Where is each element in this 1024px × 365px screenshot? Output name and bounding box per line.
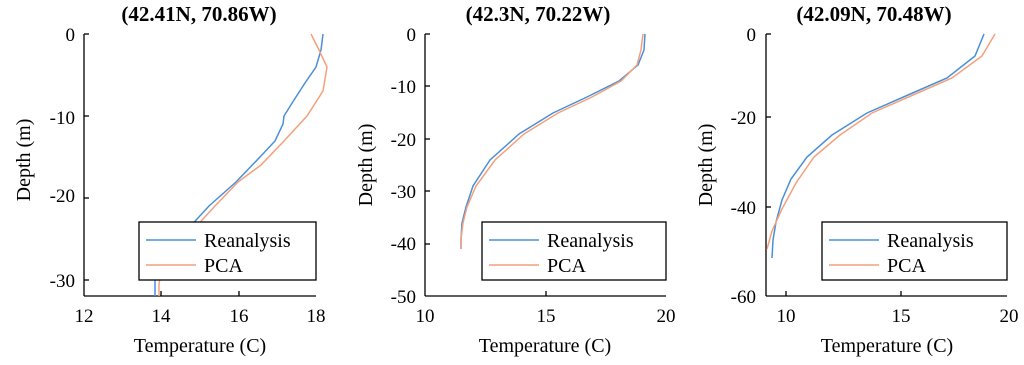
- panel-2-ytick-label: -20: [391, 130, 416, 151]
- panel-3-yaxis: Depth (m) 0 -20 -40 -60: [695, 25, 756, 308]
- panel-2-xlabel: Temperature (C): [479, 335, 611, 357]
- panel-1-title: (42.41N, 70.86W): [121, 2, 276, 26]
- panel-1-xaxis: 12 14 16 18 Temperature (C): [75, 306, 326, 357]
- panel-3-ytick-label: -20: [731, 108, 756, 129]
- panel-1-ytick-label: 0: [66, 25, 76, 46]
- panel-1-xtick-label: 12: [75, 306, 94, 327]
- panel-2-yaxis: Depth (m) 0 -10 -20 -30 -40 -50: [355, 25, 416, 308]
- panel-1-plot: Reanalysis PCA: [83, 33, 328, 297]
- panel-2-ylabel: Depth (m): [355, 124, 377, 207]
- panel-2: (42.3N, 70.22W) Depth (m) 0 -10 -20 -30 …: [355, 2, 676, 357]
- panel-1: (42.41N, 70.86W) Depth (m) 0 -10 -20 -30…: [13, 2, 328, 357]
- panel-3-legend: Reanalysis PCA: [821, 221, 1008, 281]
- panel-3-series-pca: [766, 33, 996, 250]
- panel-3-xtick-label: 15: [892, 306, 911, 327]
- panel-1-ylabel: Depth (m): [13, 119, 35, 202]
- panel-1-yaxis: Depth (m) 0 -10 -20 -30: [13, 25, 75, 292]
- panel-2-xtick-label: 15: [537, 306, 556, 327]
- panel-1-legend-label-pca: PCA: [204, 255, 243, 277]
- panel-3-xaxis: 10 15 20 Temperature (C): [777, 306, 1019, 357]
- panel-1-legend: Reanalysis PCA: [138, 221, 317, 281]
- panel-3-ytick-label: -40: [731, 198, 756, 219]
- panel-2-ytick-label: -40: [391, 234, 416, 255]
- panel-3-legend-box: [821, 221, 1008, 281]
- panel-3-legend-label-reanalysis: Reanalysis: [887, 230, 974, 252]
- panel-2-legend-label-reanalysis: Reanalysis: [547, 230, 634, 252]
- panel-2-xtick-label: 10: [416, 306, 435, 327]
- panel-2-title: (42.3N, 70.22W): [466, 2, 611, 26]
- panel-1-legend-box: [138, 221, 317, 281]
- panel-2-series-reanalysis: [460, 33, 646, 249]
- panel-2-legend-box: [481, 221, 667, 281]
- panel-3-xlabel: Temperature (C): [821, 335, 953, 357]
- panel-3-title: (42.09N, 70.48W): [796, 2, 951, 26]
- panel-1-ytick-label: -20: [50, 186, 75, 207]
- panel-2-series-pca: [460, 33, 644, 249]
- panel-1-xtick-label: 18: [307, 306, 326, 327]
- panel-3-plot: Reanalysis PCA: [765, 33, 1008, 297]
- panel-1-ytick-label: -30: [50, 271, 75, 292]
- panel-2-ytick-label: -50: [391, 287, 416, 308]
- panel-1-legend-label-reanalysis: Reanalysis: [204, 230, 291, 252]
- panel-3: (42.09N, 70.48W) Depth (m) 0 -20 -40 -60…: [695, 2, 1019, 357]
- panel-2-ytick-label: 0: [407, 25, 417, 46]
- panel-3-ytick-label: -60: [731, 287, 756, 308]
- panel-1-xtick-label: 16: [230, 306, 249, 327]
- panel-2-legend-label-pca: PCA: [547, 255, 586, 277]
- panel-2-ytick-label: -10: [391, 77, 416, 98]
- panel-3-ylabel: Depth (m): [695, 124, 717, 207]
- panel-2-ytick-label: -30: [391, 182, 416, 203]
- panel-1-xtick-label: 14: [152, 306, 172, 327]
- panel-3-xtick-label: 10: [777, 306, 796, 327]
- panel-1-xlabel: Temperature (C): [134, 335, 266, 357]
- panel-2-plot: Reanalysis PCA: [424, 33, 667, 297]
- panel-3-legend-label-pca: PCA: [887, 255, 926, 277]
- panel-3-xtick-label: 20: [1000, 306, 1019, 327]
- panel-1-ytick-label: -10: [50, 108, 75, 129]
- panel-2-xtick-label: 20: [657, 306, 676, 327]
- panel-2-legend: Reanalysis PCA: [481, 221, 667, 281]
- panel-3-ytick-label: 0: [747, 25, 757, 46]
- panel-2-xaxis: 10 15 20 Temperature (C): [416, 306, 676, 357]
